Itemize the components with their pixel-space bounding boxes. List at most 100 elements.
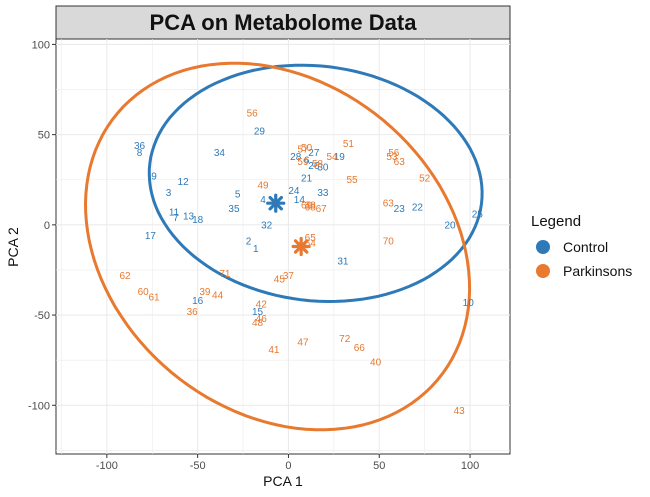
point-label-parkinsons: 49 <box>257 181 269 192</box>
y-tick-label: -100 <box>28 400 50 412</box>
point-label-control: 22 <box>412 202 424 213</box>
point-label-control: 27 <box>308 148 320 159</box>
point-label-control: 21 <box>301 173 313 184</box>
legend-items: Control Parkinsons <box>536 239 632 279</box>
point-label-control: 24 <box>288 186 300 197</box>
point-label-parkinsons: 51 <box>343 139 355 150</box>
point-label-control: 1 <box>253 244 259 255</box>
point-labels: 1234578910111213141516171819202122232425… <box>119 108 483 417</box>
point-label-control: 35 <box>228 204 240 215</box>
point-label-parkinsons: 55 <box>346 175 358 186</box>
point-label-control: 5 <box>235 190 241 201</box>
point-label-parkinsons: 64 <box>305 238 317 249</box>
x-axis-ticks: -100 -50 0 50 100 <box>96 454 479 472</box>
confidence-ellipses <box>83 61 484 432</box>
y-axis-title: PCA 2 <box>5 227 21 267</box>
y-tick-label: 100 <box>32 39 50 51</box>
point-label-control: 10 <box>463 298 475 309</box>
x-axis-title: PCA 1 <box>263 473 303 489</box>
point-label-parkinsons: 48 <box>252 318 264 329</box>
legend-label: Parkinsons <box>563 263 632 279</box>
point-label-control: 4 <box>260 195 266 206</box>
point-label-parkinsons: 41 <box>268 345 280 356</box>
point-label-control: 30 <box>317 163 329 174</box>
point-label-control: 14 <box>294 195 306 206</box>
point-label-parkinsons: 45 <box>274 274 286 285</box>
title-strip: PCA on Metabolome Data <box>55 5 511 40</box>
title-strip-background <box>55 5 511 40</box>
point-label-control: 16 <box>192 296 204 307</box>
point-label-control: 17 <box>145 231 157 242</box>
ellipse-parkinsons <box>83 61 472 432</box>
chart-title: PCA on Metabolome Data <box>150 10 418 35</box>
x-tick-label: 0 <box>285 460 291 472</box>
point-label-parkinsons: 71 <box>219 269 231 280</box>
legend-swatch <box>536 240 550 254</box>
point-label-parkinsons: 61 <box>149 293 161 304</box>
point-label-parkinsons: 57 <box>297 145 309 156</box>
panel-background <box>55 38 511 455</box>
point-label-parkinsons: 67 <box>316 204 328 215</box>
point-label-parkinsons: 44 <box>212 291 224 302</box>
point-label-parkinsons: 52 <box>419 173 431 184</box>
point-label-control: 12 <box>178 177 190 188</box>
y-tick-label: 0 <box>44 220 50 232</box>
point-label-control: 7 <box>173 213 179 224</box>
point-label-parkinsons: 63 <box>383 199 395 210</box>
plot-panel: 1234578910111213141516171819202122232425… <box>55 38 511 455</box>
y-tick-label: 50 <box>38 130 50 142</box>
point-label-control: 9 <box>151 172 157 183</box>
point-label-parkinsons: 36 <box>187 307 199 318</box>
point-label-parkinsons: 70 <box>383 237 395 248</box>
point-label-parkinsons: 46 <box>256 314 268 325</box>
point-label-control: 15 <box>252 307 264 318</box>
point-label-control: 31 <box>337 256 349 267</box>
point-label-parkinsons: 56 <box>247 108 259 119</box>
point-label-control: 29 <box>254 127 266 138</box>
x-tick-label: -100 <box>96 460 118 472</box>
point-label-parkinsons: 68 <box>305 202 317 213</box>
point-label-control: 8 <box>137 148 143 159</box>
point-label-control: 34 <box>214 148 226 159</box>
point-label-parkinsons: 38 <box>305 201 317 212</box>
point-label-control: 26 <box>308 161 320 172</box>
grid <box>56 39 510 454</box>
x-tick-label: 50 <box>373 460 385 472</box>
y-tick-label: -50 <box>34 310 50 322</box>
legend-swatch <box>536 264 550 278</box>
point-label-control: 20 <box>445 220 457 231</box>
ellipse-control <box>147 63 484 304</box>
point-label-parkinsons: 72 <box>339 334 351 345</box>
point-label-control: 6 <box>304 155 310 166</box>
point-label-parkinsons: 40 <box>370 357 382 368</box>
point-label-control: 32 <box>261 220 273 231</box>
point-label-control: 28 <box>290 152 302 163</box>
x-tick-label: -50 <box>190 460 206 472</box>
point-label-parkinsons: 42 <box>256 300 268 311</box>
point-label-parkinsons: 60 <box>138 287 150 298</box>
y-axis-ticks: -100 -50 0 50 100 <box>28 39 56 412</box>
legend-title: Legend <box>531 213 581 230</box>
point-label-control: 13 <box>183 211 195 222</box>
legend: Legend Control Parkinsons <box>531 213 632 279</box>
point-label-parkinsons: 37 <box>283 271 295 282</box>
legend-label: Control <box>563 239 608 255</box>
point-label-control: 33 <box>317 188 329 199</box>
point-label-parkinsons: 54 <box>326 152 338 163</box>
point-label-parkinsons: 69 <box>301 201 313 212</box>
point-label-parkinsons: 65 <box>305 233 317 244</box>
point-label-parkinsons: 66 <box>354 343 366 354</box>
point-label-control: 25 <box>472 210 484 221</box>
point-label-control: 3 <box>166 188 172 199</box>
point-label-parkinsons: 56 <box>388 148 400 159</box>
point-label-parkinsons: 50 <box>301 143 313 154</box>
centroid-control <box>266 193 286 213</box>
legend-item-parkinsons: Parkinsons <box>536 263 632 279</box>
point-label-parkinsons: 59 <box>297 157 309 168</box>
legend-item-control: Control <box>536 239 608 255</box>
centroid-markers <box>266 193 311 257</box>
point-label-control: 36 <box>134 141 146 152</box>
point-label-parkinsons: 43 <box>454 406 466 417</box>
point-label-parkinsons: 62 <box>119 271 131 282</box>
